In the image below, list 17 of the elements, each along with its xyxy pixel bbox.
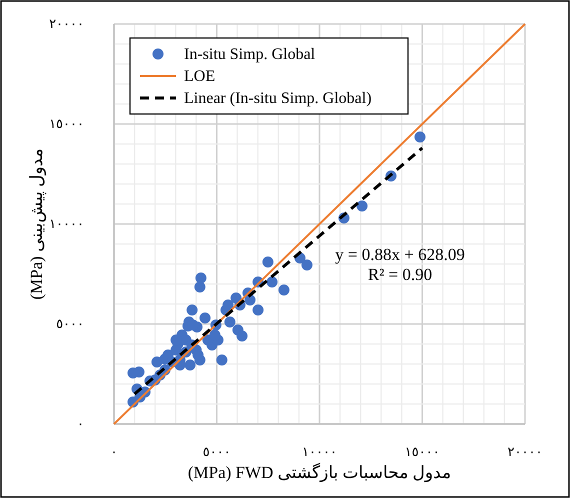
x-tick-label: ٠ <box>110 444 118 459</box>
y-tick-label: ١٠٠٠٠ <box>49 216 84 231</box>
legend-label: In-situ Simp. Global <box>184 46 316 63</box>
y-tick-label: ٠ <box>77 416 84 431</box>
y-tick-label: ٢٠٠٠٠ <box>49 16 84 31</box>
x-tick-label: ٢٠٠٠٠ <box>508 444 542 459</box>
x-tick-label: ١٥٠٠٠ <box>404 444 440 459</box>
y-tick-label: ١٥٠٠٠ <box>49 116 84 131</box>
y-tick-label: ٥٠٠٠ <box>56 316 84 331</box>
x-tick-label: ١٠٠٠٠ <box>302 444 337 459</box>
x-axis-title: (MPa) FWD مدول محاسبات بازگشتی <box>188 462 452 483</box>
annotation: R² = 0.90 <box>368 265 432 284</box>
legend-label: LOE <box>184 68 216 85</box>
annotation: y = 0.88x + 628.09 <box>335 245 465 264</box>
y-axis-title: (MPa) مدول پیش‌بینی <box>27 148 47 300</box>
legend-label: Linear (In-situ Simp. Global) <box>184 90 372 107</box>
x-tick-label: ٥٠٠٠ <box>202 444 231 459</box>
